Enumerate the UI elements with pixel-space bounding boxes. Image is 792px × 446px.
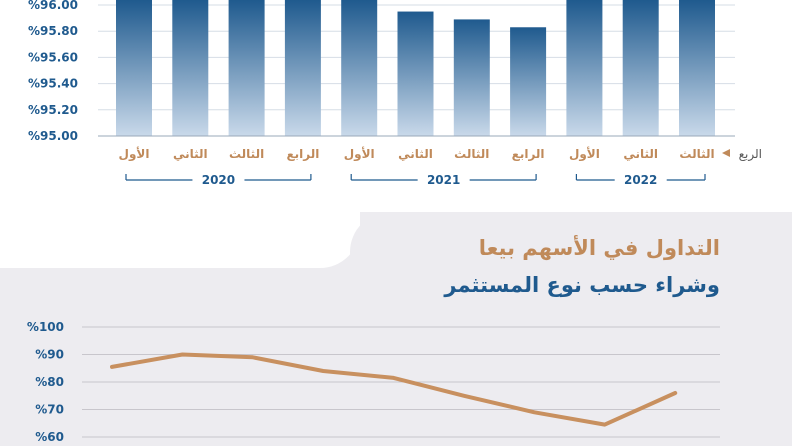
axis-arrow-icon <box>722 149 730 157</box>
line-chart-title-line1: التداول في الأسهم بيعا <box>478 236 720 260</box>
bar <box>510 27 547 136</box>
year-label: 2020 <box>202 173 235 187</box>
bar-y-tick-label: %95.40 <box>28 77 78 91</box>
quarter-label: الثاني <box>623 147 658 161</box>
bar-y-tick-label: %95.00 <box>28 129 78 143</box>
quarter-axis-label: الربع <box>739 147 762 162</box>
quarter-label: الرابع <box>286 147 319 161</box>
bar <box>622 0 659 136</box>
bar <box>397 11 434 136</box>
quarter-label: الثالث <box>229 147 264 161</box>
quarter-label: الثالث <box>679 147 714 161</box>
investor-trading-line-chart: %100 %90 %80 %70 %60 <box>27 320 720 444</box>
bar <box>172 0 209 136</box>
line-y-tick-label: %80 <box>35 375 64 389</box>
bar-y-tick-label: %95.60 <box>28 50 78 64</box>
quarterly-bar-chart: %95.00 %95.20 %95.40 %95.60 %95.80 %96.00 الث… <box>28 0 762 187</box>
quarter-label: الأول <box>344 146 375 162</box>
quarter-label: الثالث <box>454 147 489 161</box>
quarter-label: الثاني <box>398 147 433 161</box>
bar-y-tick-label: %96.00 <box>28 0 78 12</box>
line-chart-title-line2: وشراء حسب نوع المستثمر <box>444 273 720 297</box>
bar-y-tick-label: %95.80 <box>28 24 78 38</box>
bar <box>679 0 715 136</box>
year-label: 2022 <box>624 173 657 187</box>
line-y-tick-label: %60 <box>35 430 64 444</box>
bottom-panel-body <box>0 268 792 446</box>
line-y-tick-label: %100 <box>27 320 64 334</box>
quarter-label: الرابع <box>512 147 545 161</box>
quarter-label: الثاني <box>173 147 208 161</box>
line-y-tick-label: %90 <box>35 348 64 362</box>
bar <box>566 0 603 136</box>
bar <box>341 0 378 136</box>
quarter-label: الأول <box>119 146 150 162</box>
line-series <box>110 352 678 427</box>
bar <box>228 0 265 136</box>
bar <box>284 0 321 136</box>
quarter-label: الأول <box>569 146 600 162</box>
panel-tab <box>350 212 792 272</box>
panel-curve <box>0 212 360 268</box>
line-y-tick-label: %70 <box>35 403 64 417</box>
bar-y-tick-label: %95.20 <box>28 103 78 117</box>
bar <box>116 0 152 136</box>
bar <box>453 19 490 136</box>
year-label: 2021 <box>427 173 460 187</box>
